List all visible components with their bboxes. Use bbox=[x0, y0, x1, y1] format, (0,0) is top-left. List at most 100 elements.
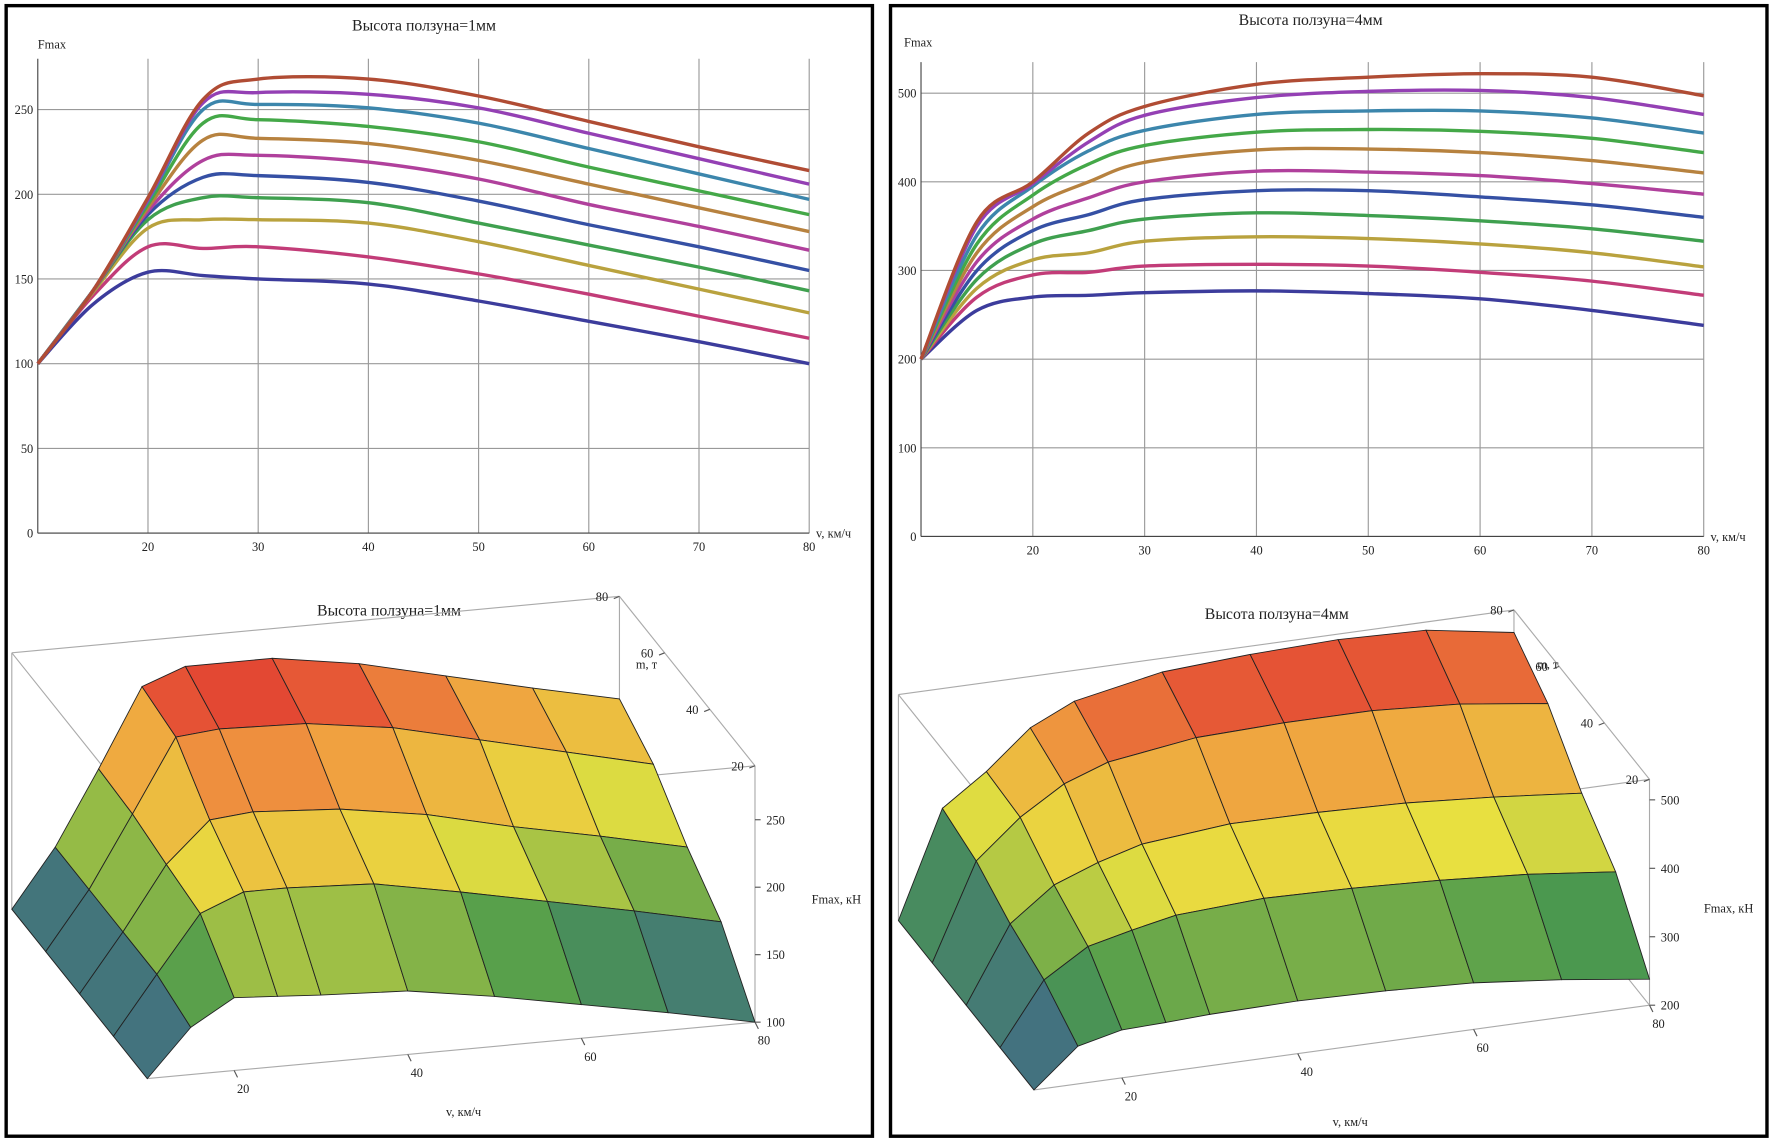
y-tick-label: 250 bbox=[15, 103, 34, 117]
y-axis-label: Fmax bbox=[904, 35, 933, 49]
y-tick-label: 300 bbox=[898, 264, 917, 278]
x-axis-label: v, км/ч bbox=[446, 1105, 481, 1119]
x-tick-label: 70 bbox=[1586, 544, 1598, 558]
x-tick bbox=[407, 1054, 412, 1062]
series-line bbox=[919, 88, 1704, 360]
surface-face bbox=[1527, 871, 1651, 981]
y-tick bbox=[1598, 722, 1605, 726]
series-line bbox=[919, 289, 1704, 361]
x-tick bbox=[1649, 1004, 1654, 1013]
z-tick-label: 300 bbox=[1661, 930, 1680, 944]
panel-frame bbox=[4, 3, 875, 1138]
y-tick-label: 80 bbox=[596, 590, 608, 604]
z-axis-label: Fmax, кН bbox=[1704, 902, 1753, 916]
series-line bbox=[919, 127, 1704, 360]
x-tick-label: 40 bbox=[362, 540, 374, 554]
y-axis-label: Fmax bbox=[38, 38, 67, 52]
y-tick-label: 100 bbox=[15, 357, 34, 371]
series-line bbox=[919, 211, 1704, 361]
z-axis-label: Fmax, кН bbox=[812, 893, 861, 907]
z-tick-label: 100 bbox=[766, 1016, 785, 1030]
y-axis-label: m, т bbox=[1537, 658, 1559, 672]
box-edge bbox=[1513, 609, 1650, 780]
x-axis-label: v, км/ч bbox=[1333, 1115, 1368, 1129]
y-tick bbox=[1553, 665, 1560, 670]
x-tick-label: 70 bbox=[693, 540, 705, 554]
x-tick bbox=[1121, 1077, 1126, 1085]
x-tick-label: 30 bbox=[1138, 544, 1150, 558]
y-axis-label: m, т bbox=[636, 658, 658, 672]
z-tick-label: 500 bbox=[1661, 793, 1680, 807]
z-tick-label: 200 bbox=[1661, 999, 1680, 1013]
y-tick-label: 20 bbox=[1626, 773, 1638, 787]
x-tick bbox=[1473, 1029, 1478, 1037]
y-tick-label: 200 bbox=[898, 353, 917, 367]
y-tick-label: 0 bbox=[910, 530, 916, 544]
x-tick-label: 40 bbox=[1301, 1065, 1313, 1079]
x-tick-label: 20 bbox=[1027, 544, 1039, 558]
y-tick bbox=[1643, 778, 1650, 783]
y-tick bbox=[749, 765, 756, 769]
chart-title: Высота ползуна=1мм bbox=[352, 17, 496, 34]
x-tick-label: 30 bbox=[252, 540, 264, 554]
series-line bbox=[36, 194, 810, 365]
z-tick-label: 200 bbox=[766, 881, 785, 895]
surface-face bbox=[633, 910, 756, 1023]
box-edge bbox=[898, 609, 1515, 696]
x-tick-label: 50 bbox=[472, 540, 484, 554]
series-line bbox=[36, 217, 810, 365]
y-tick-label: 60 bbox=[1535, 660, 1547, 674]
y-tick bbox=[658, 652, 665, 656]
y-tick-label: 150 bbox=[15, 272, 34, 286]
x-axis-label: v, км/ч bbox=[1710, 530, 1745, 544]
y-tick-label: 40 bbox=[686, 703, 698, 717]
y-tick-label: 500 bbox=[898, 87, 917, 101]
y-tick-label: 100 bbox=[898, 441, 917, 455]
box-edge bbox=[147, 1021, 756, 1080]
x-tick-label: 60 bbox=[584, 1050, 596, 1064]
series-line bbox=[919, 146, 1704, 360]
series-line bbox=[919, 168, 1704, 360]
y-tick-label: 0 bbox=[27, 527, 33, 541]
y-tick-label: 200 bbox=[15, 188, 34, 202]
series-line bbox=[919, 108, 1704, 360]
x-tick-label: 80 bbox=[758, 1034, 770, 1048]
x-tick-label: 80 bbox=[1698, 544, 1710, 558]
chart-title: Высота ползуна=4мм bbox=[1239, 12, 1383, 29]
z-tick-label: 150 bbox=[766, 948, 785, 962]
y-tick-label: 20 bbox=[731, 759, 743, 773]
series-line bbox=[36, 242, 810, 365]
x-tick-label: 40 bbox=[1250, 544, 1262, 558]
x-axis-label: v, км/ч bbox=[816, 527, 851, 541]
x-tick-label: 60 bbox=[1474, 544, 1486, 558]
y-tick-label: 400 bbox=[898, 175, 917, 189]
series-line bbox=[36, 114, 810, 365]
x-tick-label: 40 bbox=[411, 1066, 423, 1080]
series-line bbox=[36, 75, 810, 365]
y-tick-label: 80 bbox=[1490, 603, 1502, 617]
y-tick bbox=[1508, 609, 1515, 613]
z-tick-label: 400 bbox=[1661, 862, 1680, 876]
box-edge bbox=[1033, 1004, 1650, 1091]
z-tick-label: 250 bbox=[766, 813, 785, 827]
x-tick bbox=[1297, 1053, 1302, 1061]
x-tick-label: 80 bbox=[803, 540, 815, 554]
box-edge bbox=[619, 595, 756, 767]
series-line bbox=[36, 268, 810, 366]
x-tick-label: 20 bbox=[142, 540, 154, 554]
y-tick-label: 50 bbox=[21, 442, 33, 456]
x-tick bbox=[233, 1070, 239, 1078]
chart-title: Высота ползуна=4мм bbox=[1205, 606, 1349, 623]
series-line bbox=[919, 188, 1704, 361]
x-tick bbox=[754, 1021, 759, 1030]
chart-title: Высота ползуна=1мм bbox=[317, 603, 461, 620]
y-tick bbox=[613, 595, 620, 600]
x-tick-label: 20 bbox=[237, 1082, 249, 1096]
x-tick-label: 80 bbox=[1652, 1017, 1664, 1031]
series-line bbox=[919, 234, 1704, 361]
series-line bbox=[919, 71, 1704, 360]
x-tick-label: 50 bbox=[1362, 544, 1374, 558]
x-tick-label: 20 bbox=[1125, 1089, 1137, 1103]
